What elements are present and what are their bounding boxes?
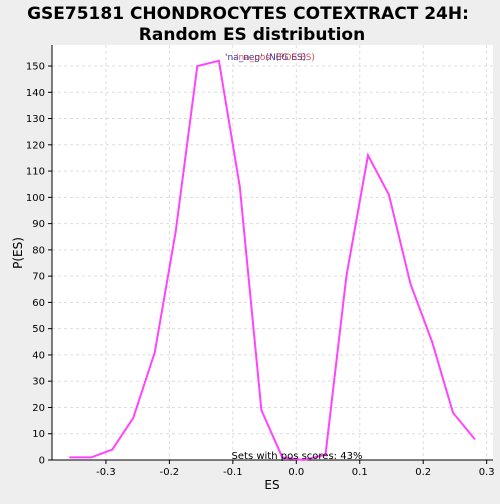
y-tick-label: 10 [32,429,45,440]
data-point [409,283,412,285]
y-tick-label: 20 [32,403,45,414]
pos-scores-annotation: Sets with pos scores: 43% [232,451,363,462]
y-tick-label: 40 [32,350,45,361]
chart-title-line-1: GSE75181 CHONDROCYTES COTEXTRACT 24H: [27,4,469,24]
plot-area [52,45,493,460]
x-tick-label: 0.3 [479,467,495,478]
data-point [367,154,369,157]
data-point [239,186,241,188]
data-point [452,411,454,414]
data-point [260,409,263,411]
y-tick-label: 30 [32,377,45,388]
x-tick-label: 0.0 [288,467,304,478]
x-tick-label: 0.1 [352,467,368,478]
grid [52,45,493,460]
x-axis-label: ES [264,478,279,492]
y-tick-label: 70 [32,272,45,283]
data-point [324,453,327,456]
y-tick-label: 110 [26,167,45,178]
chart-title-line-2: Random ES distribution [139,25,365,45]
data-point [90,456,93,459]
series [68,59,476,462]
data-point [281,456,284,459]
y-tick-label: 60 [32,298,45,309]
legend-label-pos: 'na_pos' (POS ES) [236,53,315,63]
axes [51,45,493,461]
y-tick-label: 100 [26,193,45,204]
y-tick-label: 90 [32,219,45,230]
y-tick-label: 150 [26,62,45,73]
x-tick-label: -0.2 [160,467,180,478]
data-point [174,230,177,233]
x-tick-label: 0.2 [415,467,431,478]
data-point [218,59,220,62]
data-point [345,275,348,277]
y-tick-label: 0 [39,456,45,467]
y-tick-label: 120 [26,140,45,151]
y-tick-label: 80 [32,245,45,256]
data-point [473,438,476,440]
y-tick-label: 50 [32,324,45,335]
y-tick-label: 140 [26,88,45,99]
x-tick-label: -0.3 [96,467,116,478]
es-distribution-line [69,59,476,462]
y-axis-label: P(ES) [11,237,25,269]
data-point [196,65,199,67]
data-point [303,459,305,461]
data-point [431,341,433,343]
data-point [153,351,156,354]
legend-label-neg: 'na_neg' (NEG ES) [225,53,306,63]
y-tick-label: 130 [26,114,45,125]
x-tick-label: -0.1 [223,467,243,478]
ticks: 0 10 20 30 40 50 60 70 80 90 100 110 120 130 140 150 -0.… [26,62,495,478]
data-point [68,456,71,459]
data-point [388,193,390,196]
data-point [132,417,135,419]
data-point [111,448,114,451]
